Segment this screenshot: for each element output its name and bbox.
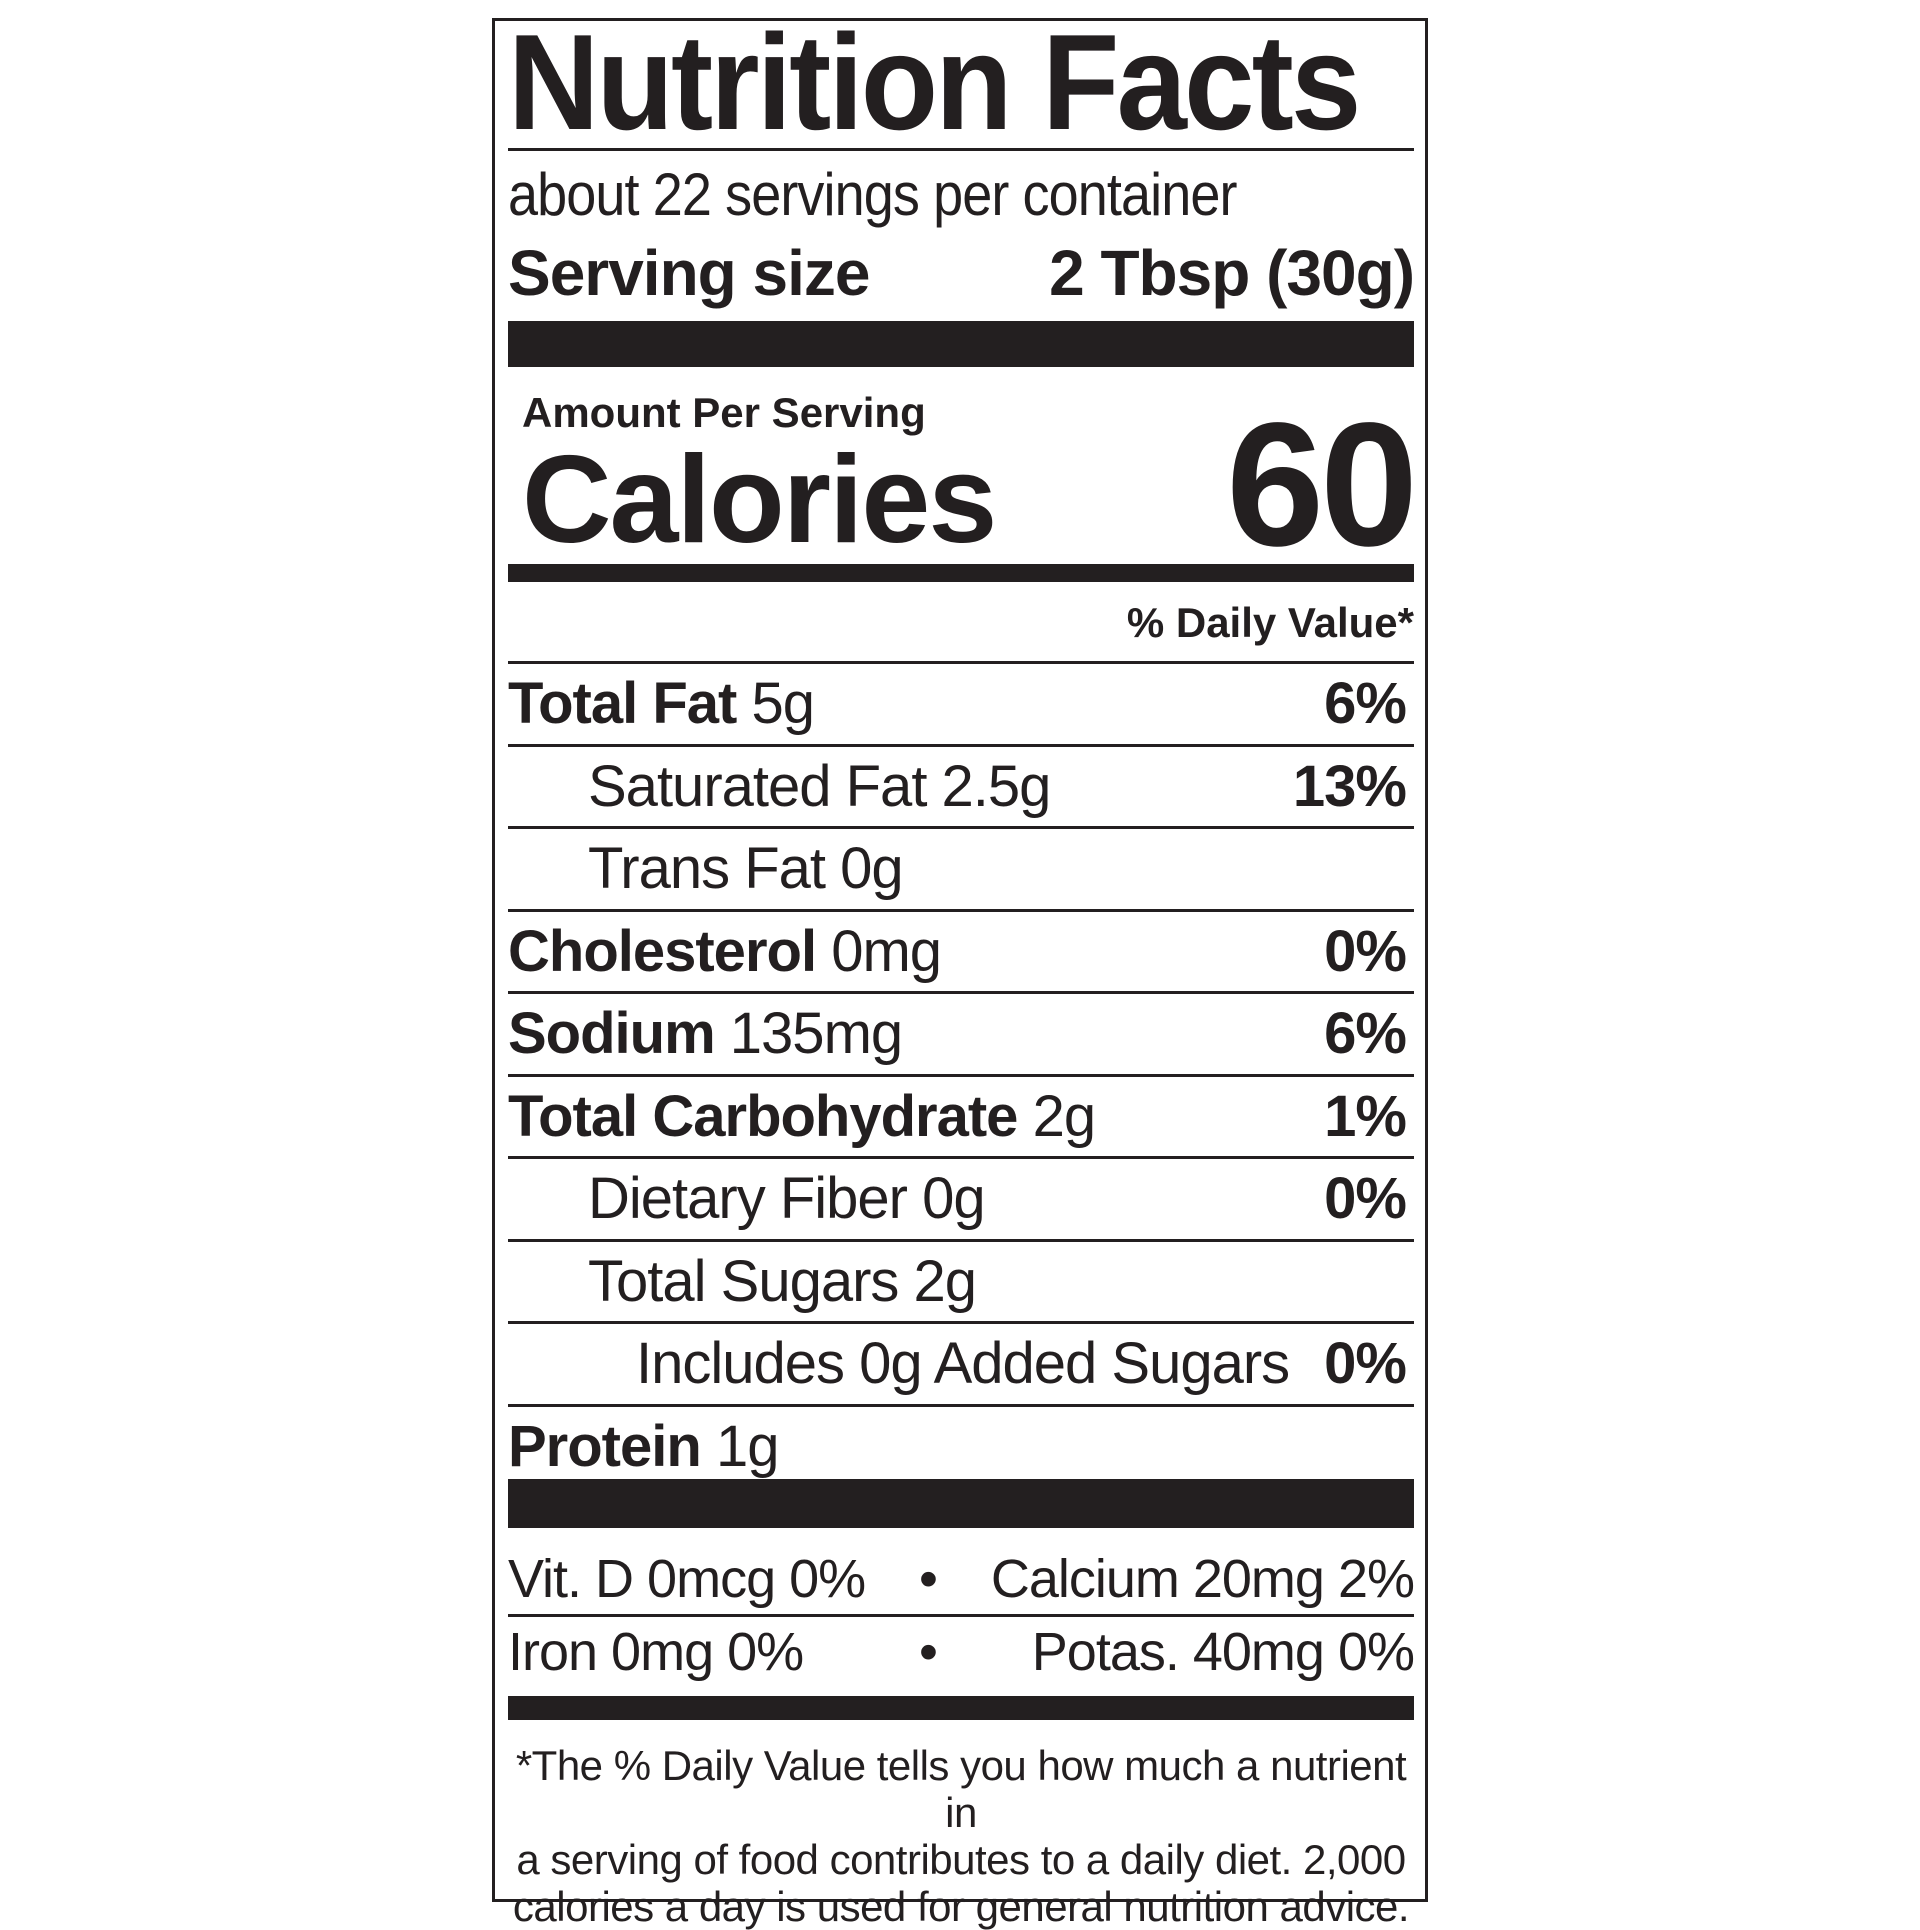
nutrition-label-border	[492, 18, 1428, 1902]
medium-bar	[508, 564, 1414, 582]
nutrient-row-trans-fat: Trans Fat 0g	[508, 829, 1414, 912]
nutrient-row-total-carbohydrate: Total Carbohydrate 2g 1%	[508, 1077, 1414, 1159]
nutrient-row-total-fat: Total Fat 5g 6%	[508, 664, 1414, 747]
divider	[508, 1614, 1414, 1617]
nutrient-row-total-sugars: Total Sugars 2g	[508, 1242, 1414, 1324]
footnote: *The % Daily Value tells you how much a …	[512, 1742, 1410, 1930]
nutrient-row-protein: Protein 1g	[508, 1413, 779, 1479]
medium-bar	[508, 1696, 1414, 1720]
minerals-list: Vit. D 0mcg 0% • Calcium 20mg 2% Iron 0m…	[508, 1544, 1415, 1687]
thick-bar	[508, 1479, 1414, 1528]
calories-label: Calories	[522, 431, 997, 569]
mineral-row: Iron 0mg 0% • Potas. 40mg 0%	[508, 1622, 1415, 1682]
calories-row: Calories 60	[508, 397, 1418, 573]
nutrient-row-dietary-fiber: Dietary Fiber 0g 0%	[508, 1159, 1414, 1242]
serving-size-value: 2 Tbsp (30g)	[1049, 237, 1415, 309]
amount-per-serving: Amount Per Serving	[522, 389, 926, 436]
calories-value: 60	[1226, 387, 1418, 583]
servings-per-container: about 22 servings per container	[508, 161, 1237, 228]
mineral-row: Vit. D 0mcg 0% • Calcium 20mg 2%	[508, 1549, 1415, 1609]
divider	[508, 661, 1414, 664]
serving-size-label: Serving size	[508, 237, 870, 309]
nutrient-row-sodium: Sodium 135mg 6%	[508, 994, 1414, 1077]
divider	[508, 148, 1414, 151]
nutrient-row-added-sugars: Includes 0g Added Sugars 0%	[508, 1324, 1414, 1407]
label-title: Nutrition Facts	[508, 6, 1361, 158]
daily-value-header: % Daily Value*	[1126, 599, 1414, 646]
nutrient-list: Total Fat 5g 6% Saturated Fat 2.5g 13% Tra…	[508, 664, 1414, 1486]
serving-size-row: Serving size 2 Tbsp (30g)	[508, 236, 1415, 310]
nutrient-row-saturated-fat: Saturated Fat 2.5g 13%	[508, 747, 1414, 829]
nutrient-row-cholesterol: Cholesterol 0mg 0%	[508, 912, 1414, 994]
thick-bar	[508, 321, 1414, 367]
